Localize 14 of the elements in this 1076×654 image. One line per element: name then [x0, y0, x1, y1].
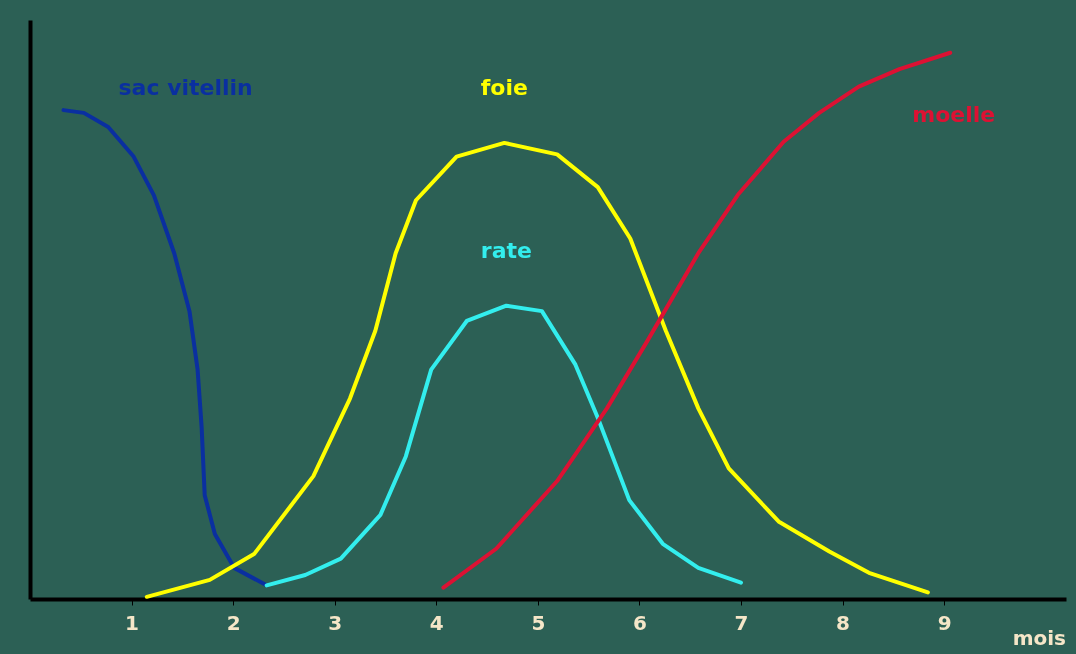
x-tick-label: 5: [531, 610, 546, 635]
x-tick-label: 4: [429, 610, 444, 635]
text: foie: [480, 74, 528, 100]
x-tick-label: 9: [937, 610, 952, 635]
x-tick-label: 6: [632, 610, 647, 635]
series-label: moelle: [912, 101, 996, 127]
x-tick-label: 8: [836, 610, 851, 635]
x-tick-label: 2: [226, 610, 241, 635]
x-tick-label: 7: [734, 610, 749, 635]
series-label: sac vitellin: [118, 75, 253, 101]
x-tick-label: 1: [125, 610, 140, 635]
text: rate: [480, 237, 532, 263]
x-axis-title: mois: [1012, 626, 1066, 650]
x-tick-label: 3: [328, 610, 343, 635]
